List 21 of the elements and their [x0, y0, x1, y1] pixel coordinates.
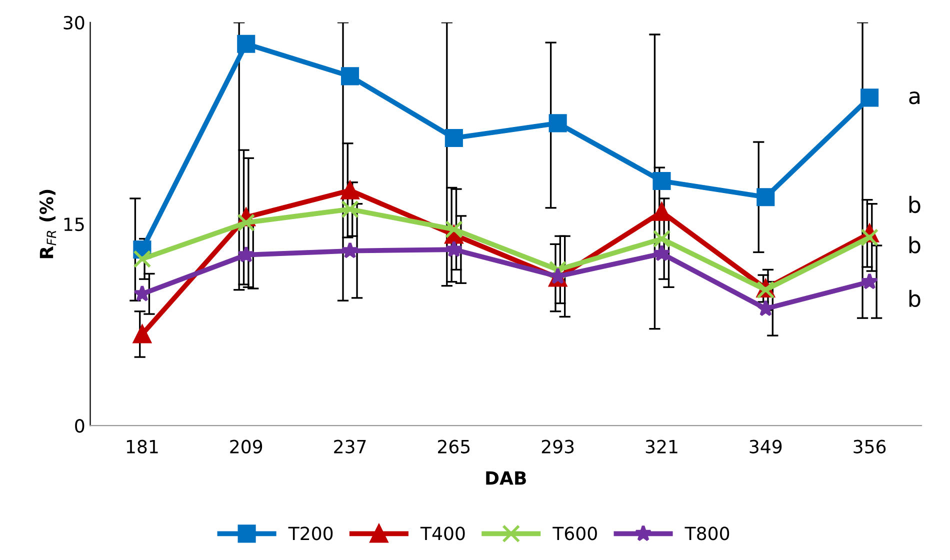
y-tick-label: 0	[75, 419, 84, 433]
x-tick-label: 356	[854, 440, 886, 454]
x-tick-label: 321	[646, 440, 678, 454]
x-tick-label: 209	[230, 440, 262, 454]
legend-label: T800	[684, 526, 730, 540]
legend-label: T200	[288, 526, 333, 540]
x-tick-label: 293	[542, 440, 574, 454]
legend-label: T600	[552, 526, 597, 540]
annotation: b	[909, 290, 920, 308]
y-tick-label: 15	[64, 218, 84, 232]
x-tick-label: 349	[750, 440, 782, 454]
annotation: b	[909, 236, 920, 254]
y-axis-title: R$_{FR}$ (%)	[39, 190, 56, 258]
annotation: b	[909, 196, 920, 214]
x-tick-label: 265	[438, 440, 470, 454]
x-tick-label: 181	[126, 440, 158, 454]
legend-label: T400	[420, 526, 465, 540]
y-tick-label: 30	[64, 16, 84, 30]
x-axis-title: DAB	[486, 471, 526, 485]
x-tick-label: 237	[334, 440, 366, 454]
annotation: a	[909, 91, 920, 104]
